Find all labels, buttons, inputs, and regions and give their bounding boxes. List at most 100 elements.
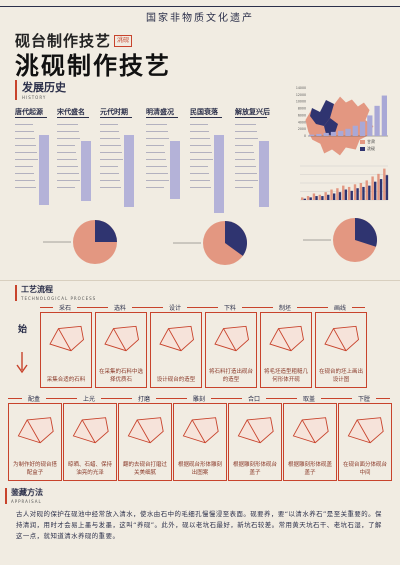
step-illustration [49, 325, 84, 352]
era-text-line [235, 180, 258, 181]
bar [309, 134, 315, 136]
step-label: 打磨 [132, 394, 156, 403]
era-text-line [190, 138, 210, 139]
era-text-line [146, 152, 165, 153]
step-illustration [292, 417, 329, 444]
era-text-line [146, 145, 164, 146]
bar [385, 175, 389, 200]
bar-chart-bottom [300, 165, 389, 201]
appraisal-heading: 鉴藏方法 [11, 488, 43, 497]
step-illustration [347, 417, 384, 444]
era-text-line [100, 159, 123, 160]
era-text-line [15, 138, 35, 139]
process-sub: TECHNOLOGICAL PROCESS [21, 296, 97, 301]
era-text-line [235, 159, 255, 160]
bar [323, 132, 329, 136]
era-text-line [15, 180, 35, 181]
step-label: 下膛 [352, 394, 376, 403]
step-label: 选料 [108, 303, 132, 312]
era-text-line [146, 166, 167, 167]
bar [330, 189, 333, 200]
history-heading: 发展历史 [22, 81, 66, 94]
bar [338, 130, 344, 136]
step-caption: 设计砚台的造型 [156, 377, 196, 383]
era-text-line [15, 187, 36, 188]
step-label: 采石 [53, 303, 77, 312]
bar [383, 168, 386, 200]
era-underline [57, 117, 89, 118]
legend-label-2: 洮砚 [367, 146, 375, 151]
process-step: 翻的去砚台打磨过关美细腻 [118, 403, 172, 481]
era-text-line [100, 145, 121, 146]
era-bar [39, 135, 49, 205]
era-text-line [146, 159, 166, 160]
process-step: 根据雕刻形体砚盖盖子 [283, 403, 337, 481]
pie-charts [43, 218, 378, 265]
era-text-line [100, 124, 118, 125]
era-text-line [190, 180, 210, 181]
era-text-line [235, 166, 256, 167]
bar [347, 186, 351, 200]
step-illustration [17, 417, 54, 444]
era-text-line [190, 187, 211, 188]
step-caption: 将石料打造出砚台的造型 [208, 369, 253, 383]
process-step: 将毛坯造型粗糙几何形体开砚 [260, 312, 312, 388]
bar [338, 192, 342, 200]
legend-swatch-1 [360, 140, 365, 144]
legend-label-1: 甘肃 [367, 139, 375, 144]
era-bar [81, 141, 91, 201]
pie-slice [95, 220, 117, 242]
process-step: 在采集的石料中选择优质石 [95, 312, 147, 388]
y-tick-label: 0 [304, 134, 306, 138]
step-label: 雕刻 [187, 394, 211, 403]
step-label: 画线 [328, 303, 352, 312]
step-illustration [182, 417, 219, 444]
step-illustration [159, 325, 194, 352]
era-text-line [100, 138, 120, 139]
step-illustration [104, 325, 139, 352]
step-illustration [237, 417, 274, 444]
bar [353, 184, 357, 200]
y-tick-label: 8000 [298, 107, 306, 111]
step-caption: 根据雕刻形体砚台盖子 [232, 462, 277, 476]
bar [356, 188, 359, 200]
y-tick-label: 10000 [296, 100, 306, 104]
appraisal-accent-bar [5, 488, 7, 504]
step-label: 制坯 [273, 303, 297, 312]
era-title: 明清盛况 [146, 108, 174, 116]
era-underline [100, 117, 132, 118]
bar [374, 105, 380, 136]
era-text-line [146, 131, 168, 132]
era-text-line [235, 187, 253, 188]
era-underline [190, 117, 222, 118]
bar [368, 185, 371, 200]
process-connector-line [40, 307, 365, 308]
step-label: 取盖 [297, 394, 321, 403]
step-caption: 在采集的石料中选择优质石 [98, 369, 143, 383]
era-text-line [15, 173, 34, 174]
step-caption: 晾晒、石蜡、保持油亮的光泽 [67, 462, 112, 476]
era-text-line [57, 138, 80, 139]
process-step: 在砚台面分体砚台中间 [338, 403, 392, 481]
section-divider [0, 280, 400, 281]
era-text-line [57, 145, 75, 146]
era-text-line [146, 180, 169, 181]
step-caption: 将毛坯造型粗糙几何形体开砚 [263, 369, 308, 383]
era-text-line [146, 173, 168, 174]
down-arrow-icon [16, 352, 28, 374]
step-caption: 根据砚台形体雕刻出图案 [177, 462, 222, 476]
era-bar [214, 135, 224, 213]
page-subtitle: 砚台制作技艺 [15, 32, 112, 50]
bar [367, 115, 373, 136]
era-text-line [57, 131, 79, 132]
era-text-line [100, 187, 121, 188]
era-text-line [235, 131, 257, 132]
bar [359, 183, 363, 200]
y-tick-label: 12000 [296, 93, 306, 97]
era-text-line [146, 187, 164, 188]
bar [332, 193, 336, 200]
era-text-line [146, 138, 169, 139]
step-label: 下料 [218, 303, 242, 312]
red-seal: 洮砚 [114, 35, 132, 47]
era-text-line [100, 166, 118, 167]
